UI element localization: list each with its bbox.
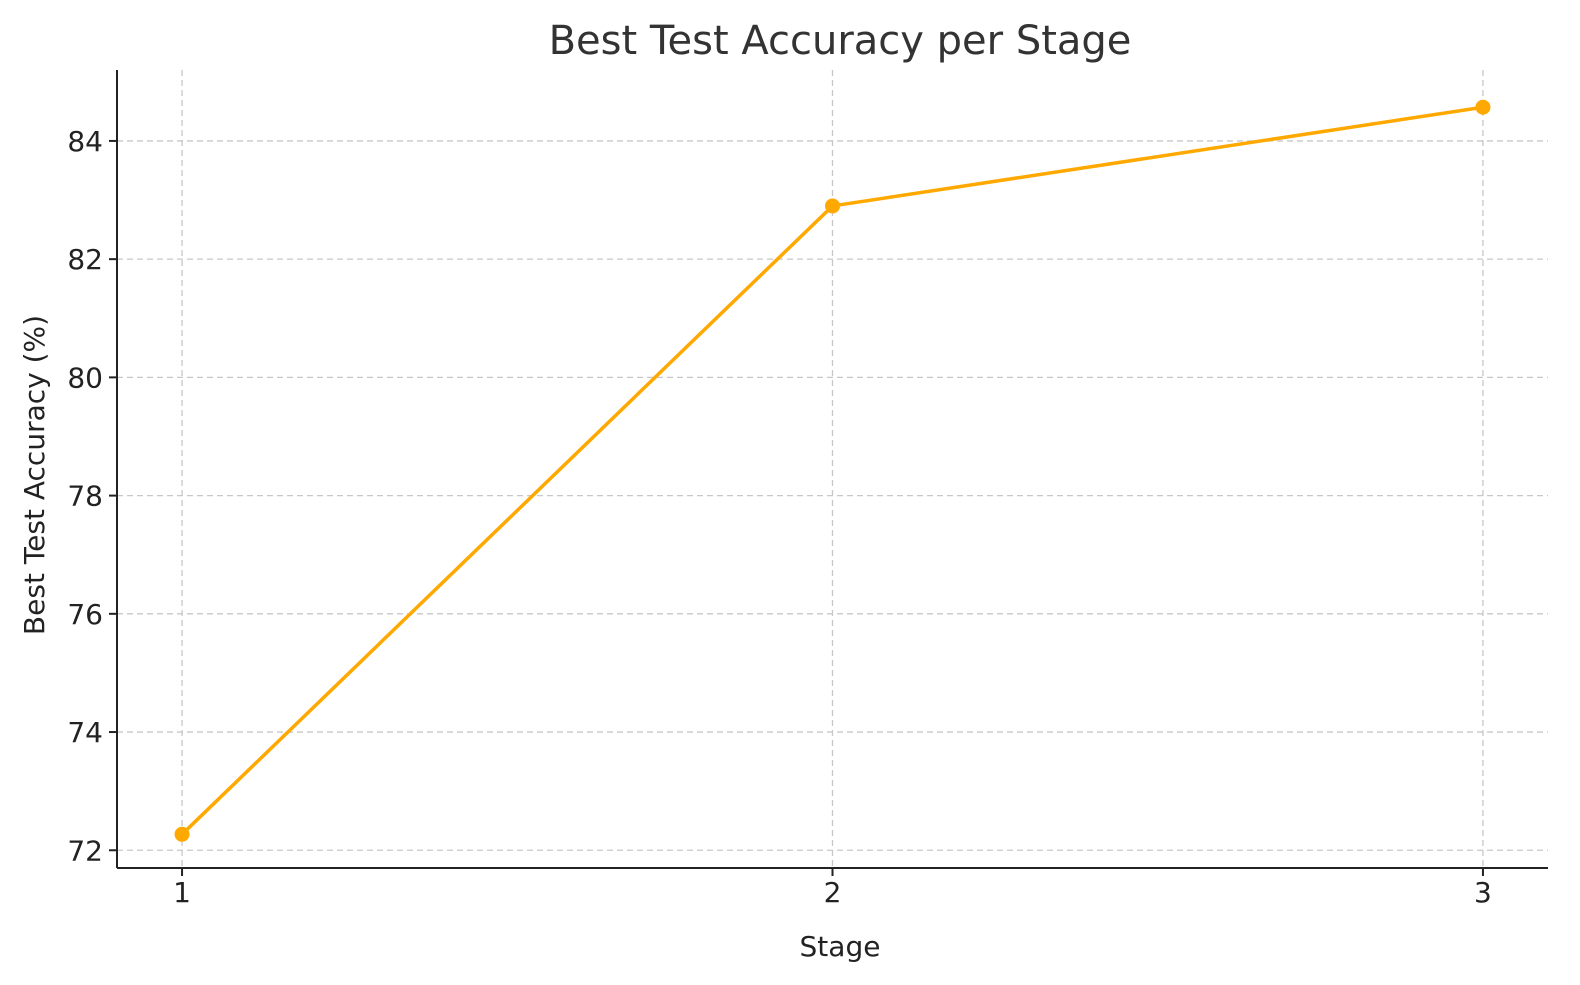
y-tick-label: 74	[67, 716, 103, 749]
y-tick-label: 72	[67, 834, 103, 867]
x-tick-label: 2	[824, 876, 842, 909]
x-tick-label: 3	[1474, 876, 1492, 909]
tick-labels: 1 2 3 72 74 76 78 80 82 84	[67, 125, 1492, 909]
data-point	[174, 826, 190, 842]
grid-lines	[117, 70, 1548, 868]
chart-title: Best Test Accuracy per Stage	[549, 18, 1132, 64]
data-point	[1475, 99, 1491, 115]
x-tick-label: 1	[173, 876, 191, 909]
data-series	[174, 99, 1491, 842]
x-axis-label: Stage	[800, 930, 881, 963]
y-tick-label: 84	[67, 125, 103, 158]
axes	[109, 70, 1548, 876]
y-tick-label: 78	[67, 480, 103, 513]
y-tick-label: 76	[67, 598, 103, 631]
y-tick-label: 82	[67, 243, 103, 276]
y-tick-label: 80	[67, 361, 103, 394]
y-axis-label: Best Test Accuracy (%)	[18, 315, 51, 635]
data-point	[825, 198, 840, 214]
